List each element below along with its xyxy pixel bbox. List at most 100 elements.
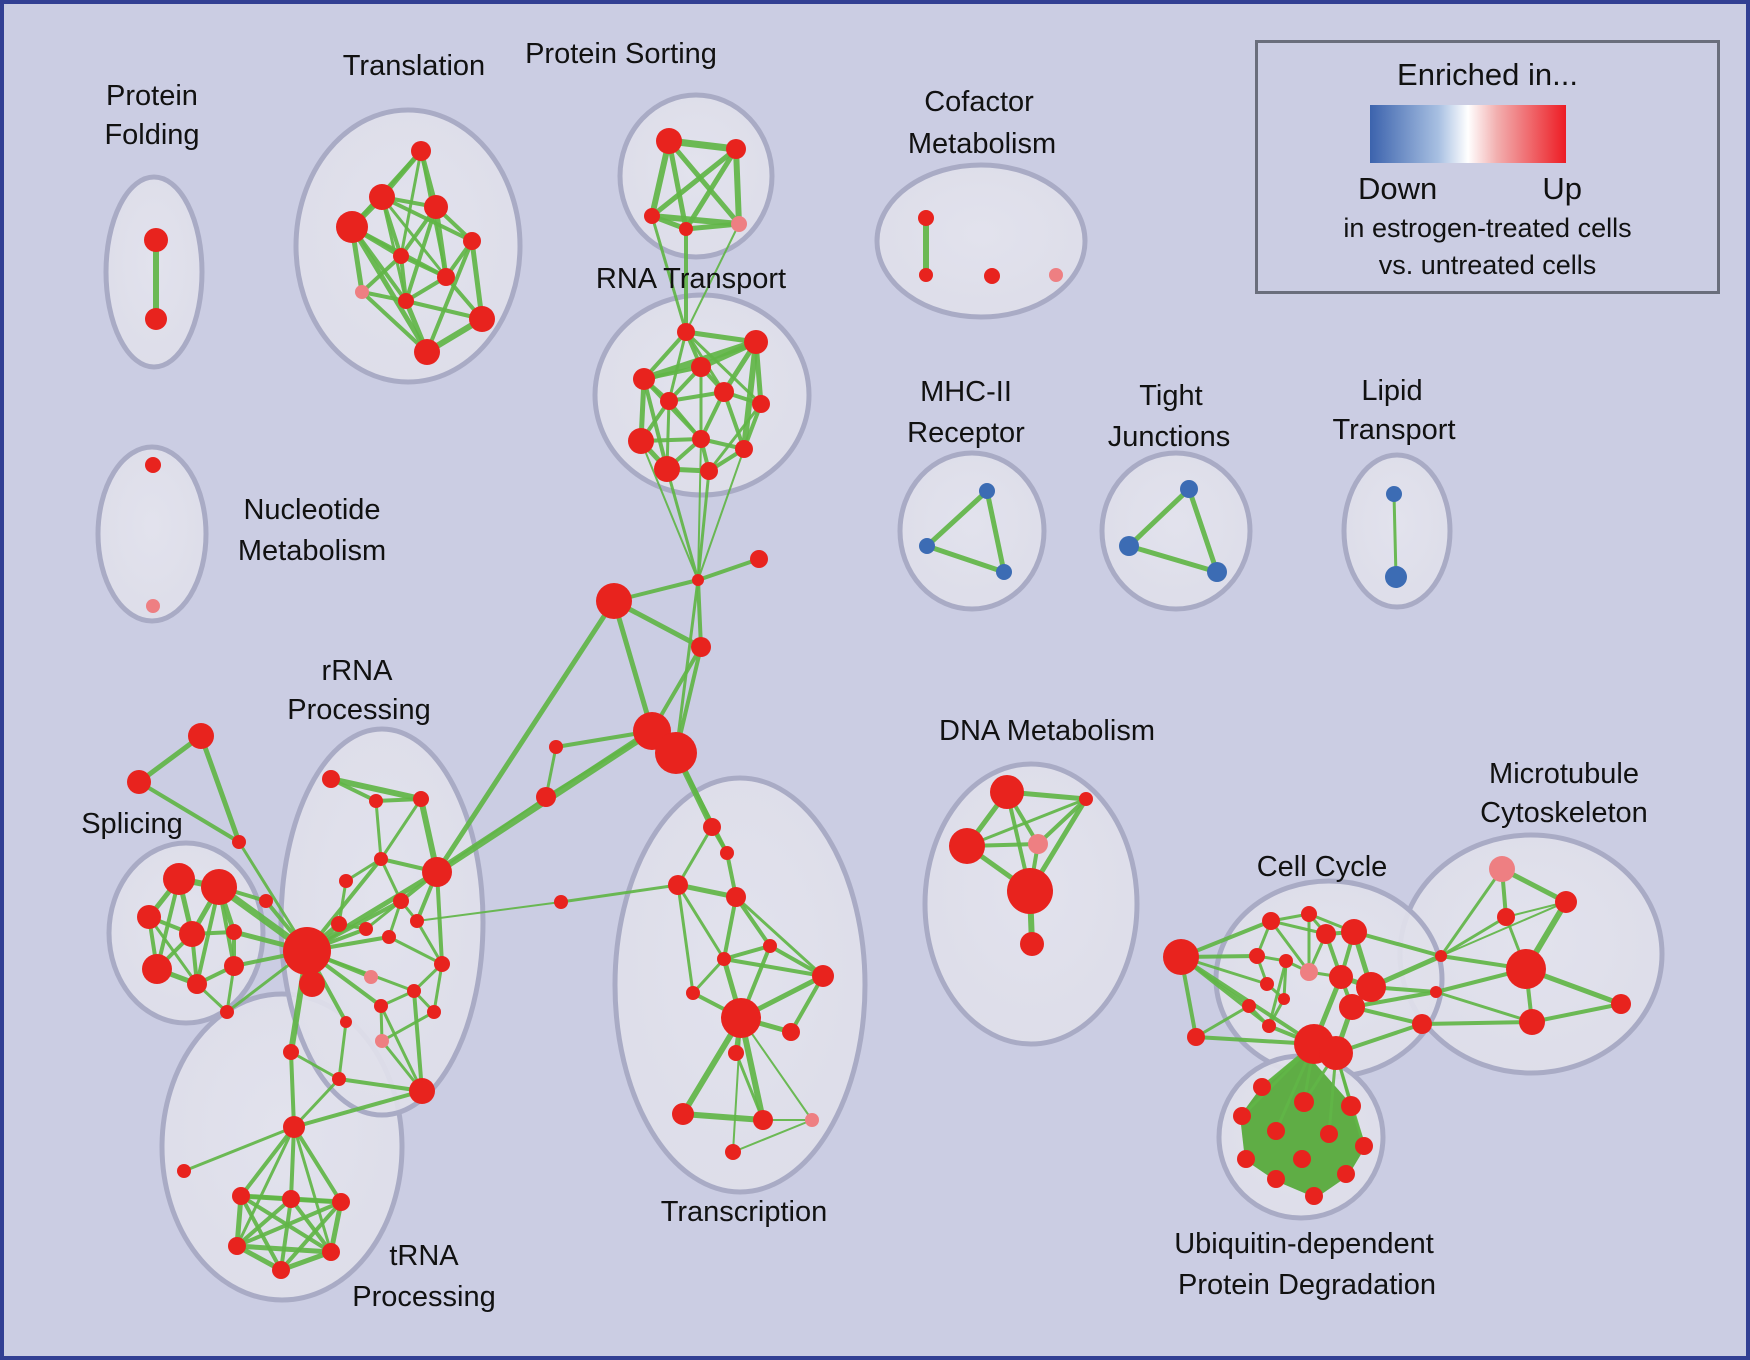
node-cc7 — [1329, 965, 1353, 989]
node-t1 — [411, 141, 431, 161]
node-u7 — [1355, 1137, 1373, 1155]
node-cbl — [1187, 1028, 1205, 1046]
node-r17 — [283, 1044, 299, 1060]
legend-box: Enriched in... Down Up in estrogen-treat… — [1255, 40, 1720, 294]
node-s7 — [187, 974, 207, 994]
edge-r13-r19 — [412, 989, 424, 1093]
cluster-label-rrna-processing-line2: Processing — [287, 694, 430, 726]
node-s8 — [224, 956, 244, 976]
node-tr4 — [726, 887, 746, 907]
node-rt1 — [677, 323, 695, 341]
node-mh3 — [996, 564, 1012, 580]
node-rt4 — [633, 368, 655, 390]
edge-m4-k3 — [1420, 1020, 1534, 1026]
edge-x2-x3 — [137, 780, 241, 844]
edge-tc10-tc11 — [732, 1119, 813, 1153]
edge-tr3-tc1 — [676, 883, 726, 961]
node-c4 — [691, 637, 711, 657]
edge-r3-r4 — [379, 797, 423, 861]
node-mh1 — [979, 483, 995, 499]
edge-r17-hub2 — [289, 1050, 296, 1129]
node-c3 — [596, 583, 632, 619]
edge-hub2-lone — [182, 1125, 296, 1173]
node-s1 — [163, 863, 195, 895]
edge-rt7-rt12 — [707, 402, 763, 473]
node-cf4 — [1049, 268, 1063, 282]
node-s4 — [179, 921, 205, 947]
node-r18 — [332, 1072, 346, 1086]
node-r13 — [407, 984, 421, 998]
legend-gradient-bar — [1370, 105, 1566, 163]
edge-r16-r18 — [337, 1020, 348, 1081]
cluster-label-transcription-line1: Transcription — [661, 1196, 828, 1228]
node-nm2 — [146, 599, 160, 613]
node-q6 — [272, 1261, 290, 1279]
edge-tj1-tj3 — [1186, 486, 1220, 575]
node-cc3 — [1316, 924, 1336, 944]
node-ps2 — [726, 139, 746, 159]
edge-tj1-tj2 — [1126, 486, 1192, 549]
edge-tr1-tr3 — [676, 825, 714, 887]
node-r19 — [409, 1078, 435, 1104]
edge-tc8-tc9 — [680, 1111, 766, 1123]
node-q3 — [332, 1193, 350, 1211]
node-r16 — [340, 1016, 352, 1028]
legend-down-label: Down — [1358, 171, 1438, 206]
node-k2 — [1430, 986, 1442, 998]
node-tj2 — [1119, 536, 1139, 556]
cluster-label-tight-junctions-line1: Tight — [1139, 380, 1202, 412]
node-tc3 — [686, 986, 700, 1000]
edge-tr3-tc3 — [676, 883, 695, 995]
node-m4 — [1519, 1009, 1545, 1035]
node-t2 — [336, 211, 368, 243]
edge-ps3-rt1 — [650, 214, 688, 334]
cluster-label-rna-transport-line1: RNA Transport — [596, 263, 786, 295]
edge-d2-dp — [1036, 797, 1088, 846]
edge-r2-r4 — [374, 799, 383, 861]
node-tc1 — [717, 952, 731, 966]
edge-r14-r15 — [432, 962, 444, 1014]
node-r15 — [427, 1005, 441, 1019]
edge-q2-q6 — [279, 1197, 293, 1272]
node-k1 — [1435, 950, 1447, 962]
node-r4 — [374, 852, 388, 866]
edge-r6-r14 — [435, 870, 444, 966]
edge-r18-r19 — [337, 1077, 424, 1093]
node-t4 — [424, 195, 448, 219]
cluster-label-cell-cycle-line1: Cell Cycle — [1257, 851, 1388, 883]
node-u4 — [1233, 1107, 1251, 1125]
node-m2 — [1497, 908, 1515, 926]
cluster-ellipse-tight-junctions — [1099, 450, 1253, 612]
node-rt10 — [735, 440, 753, 458]
edge-tr4-tc1 — [722, 895, 738, 961]
cluster-ellipse-cofactor-metabolism — [874, 162, 1088, 320]
node-t7 — [437, 268, 455, 286]
node-ps5 — [731, 216, 747, 232]
edge-mh1-mh2 — [924, 488, 990, 549]
node-q4 — [228, 1237, 246, 1255]
node-s2 — [201, 869, 237, 905]
node-m5 — [1611, 994, 1631, 1014]
node-tc4 — [812, 965, 834, 987]
edge-rt12-c1 — [696, 469, 711, 582]
node-rt7 — [752, 395, 770, 413]
node-p2 — [375, 1034, 389, 1048]
node-pf2 — [145, 308, 167, 330]
node-ps3 — [644, 208, 660, 224]
edge-rt9-c1 — [640, 440, 699, 581]
cluster-label-ubiquitin-degradation-line1: Ubiquitin-dependent — [1174, 1228, 1434, 1260]
node-tr2 — [720, 846, 734, 860]
node-cc10 — [1278, 993, 1290, 1005]
edge-tc1-tc3 — [691, 957, 726, 995]
node-u3 — [1341, 1096, 1361, 1116]
edge-ps2-ps3 — [649, 146, 739, 219]
node-d3 — [949, 828, 985, 864]
node-r7 — [393, 893, 409, 909]
node-cc8 — [1356, 972, 1386, 1002]
edge-tj2-tj3 — [1126, 543, 1220, 575]
node-u10 — [1337, 1165, 1355, 1183]
edge-r19-hub2 — [292, 1089, 424, 1129]
edge-t9-t10 — [404, 299, 484, 321]
node-l3 — [554, 895, 568, 909]
edge-hub2-q3 — [292, 1125, 343, 1204]
